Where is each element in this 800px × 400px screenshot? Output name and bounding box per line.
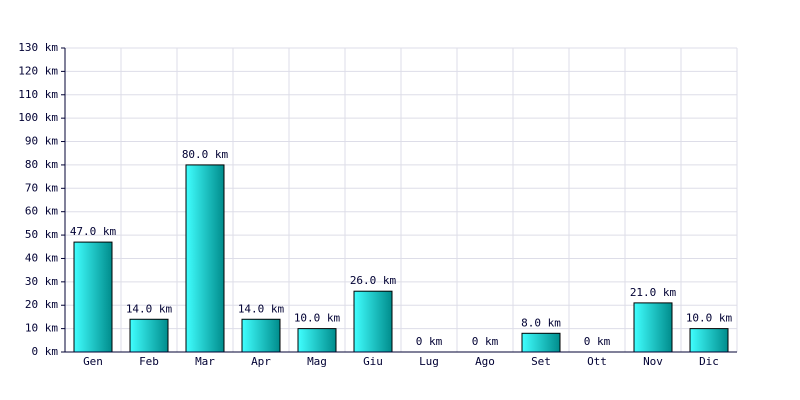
x-tick-label: Nov [643,355,663,368]
x-tick-label: Giu [363,355,383,368]
value-label: 8.0 km [521,316,561,329]
x-tick-label: Gen [83,355,103,368]
value-label: 0 km [416,335,443,348]
y-tick-label: 120 km [18,64,58,77]
x-tick-label: Ott [587,355,607,368]
value-label: 21.0 km [630,286,677,299]
y-tick-label: 20 km [25,298,58,311]
value-label: 47.0 km [70,225,117,238]
x-tick-label: Ago [475,355,495,368]
y-tick-label: 130 km [18,41,58,54]
y-tick-label: 110 km [18,88,58,101]
y-tick-label: 30 km [25,275,58,288]
y-tick-label: 80 km [25,158,58,171]
x-tick-label: Apr [251,355,271,368]
y-tick-label: 70 km [25,181,58,194]
bar [241,318,281,353]
y-tick-label: 40 km [25,251,58,264]
value-label: 0 km [584,335,611,348]
y-tick-label: 100 km [18,111,58,124]
x-tick-label: Dic [699,355,719,368]
value-label: 26.0 km [350,274,397,287]
x-tick-label: Lug [419,355,439,368]
value-label: 0 km [472,335,499,348]
bar [129,318,169,353]
bar [185,164,225,353]
value-label: 14.0 km [238,302,285,315]
y-tick-label: 0 km [32,345,59,358]
value-label: 14.0 km [126,302,173,315]
y-tick-label: 10 km [25,322,58,335]
x-tick-label: Feb [139,355,159,368]
y-tick-label: 50 km [25,228,58,241]
bar [73,241,113,353]
value-label: 80.0 km [182,148,229,161]
bar [353,290,393,353]
bar [297,328,337,353]
y-tick-label: 90 km [25,135,58,148]
bar [521,332,561,353]
x-tick-label: Set [531,355,551,368]
value-label: 10.0 km [294,312,341,325]
bar [633,302,673,353]
x-tick-label: Mag [307,355,327,368]
y-tick-label: 60 km [25,205,58,218]
x-tick-label: Mar [195,355,215,368]
bar [689,328,729,353]
value-label: 10.0 km [686,312,733,325]
